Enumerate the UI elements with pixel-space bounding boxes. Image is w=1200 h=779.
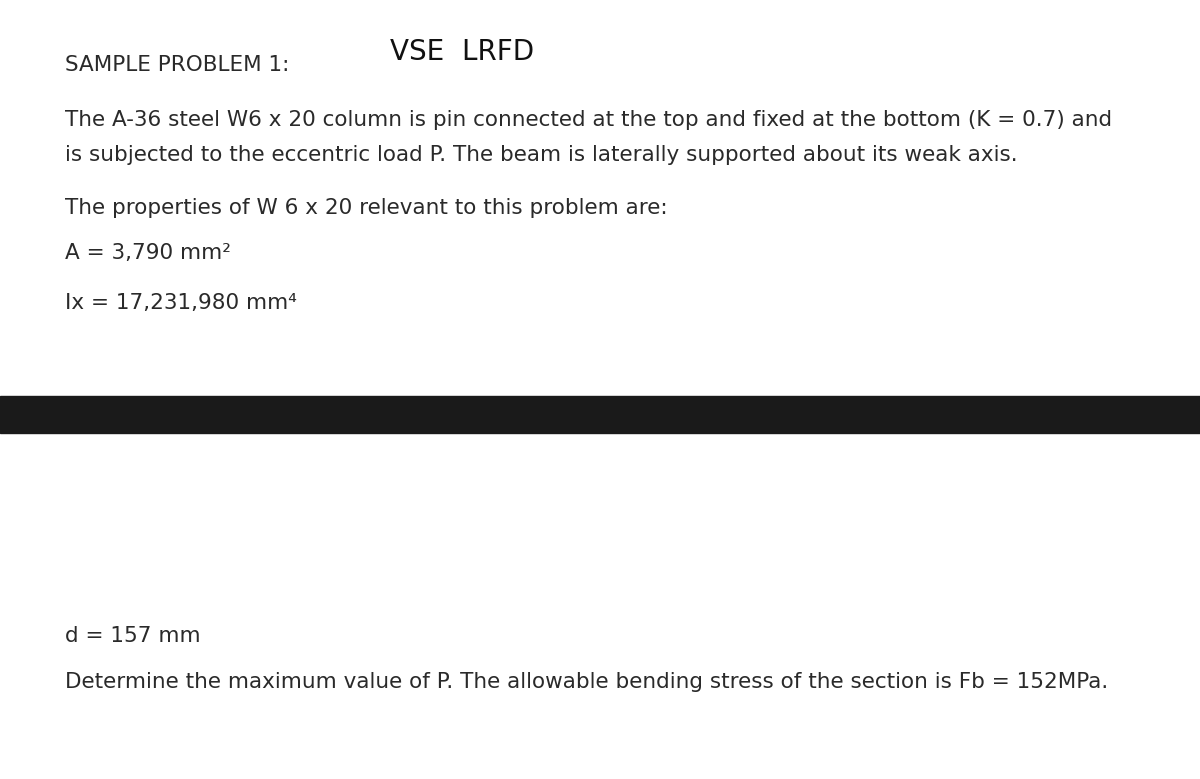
Text: Ix = 17,231,980 mm⁴: Ix = 17,231,980 mm⁴	[65, 293, 296, 313]
Bar	[0, 396, 1200, 433]
Text: A = 3,790 mm²: A = 3,790 mm²	[65, 243, 230, 263]
Text: The A-36 steel W6 x 20 column is pin connected at the top and fixed at the botto: The A-36 steel W6 x 20 column is pin con…	[65, 110, 1112, 130]
Text: d = 157 mm: d = 157 mm	[65, 626, 200, 646]
Text: SAMPLE PROBLEM 1:: SAMPLE PROBLEM 1:	[65, 55, 289, 75]
Text: The properties of W 6 x 20 relevant to this problem are:: The properties of W 6 x 20 relevant to t…	[65, 198, 667, 218]
Text: is subjected to the eccentric load P. The beam is laterally supported about its : is subjected to the eccentric load P. Th…	[65, 145, 1018, 165]
Text: Determine the maximum value of P. The allowable bending stress of the section is: Determine the maximum value of P. The al…	[65, 672, 1109, 692]
Text: VSE  LRFD: VSE LRFD	[390, 38, 534, 66]
